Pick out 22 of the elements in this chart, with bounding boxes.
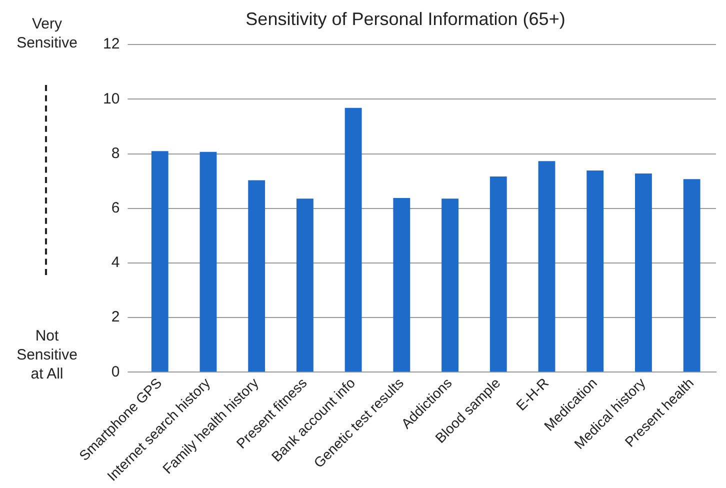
bar (200, 152, 217, 372)
text: Not Sensitive at All (16, 327, 78, 382)
bar (490, 176, 507, 372)
bar (344, 108, 362, 372)
bar (151, 151, 168, 372)
y-tick-label: 8 (111, 144, 120, 162)
bar (683, 179, 700, 372)
bar (538, 161, 556, 372)
text: Very Sensitive (16, 16, 78, 52)
y-tick-label: 6 (111, 200, 120, 217)
bar (296, 198, 314, 372)
y-tick-label: 4 (111, 254, 120, 272)
bar (442, 198, 458, 372)
chart-title: Sensitivity of Personal Information (65+) (246, 8, 566, 29)
y-tick-label: 0 (111, 363, 120, 380)
bar (248, 180, 266, 372)
y-tick-label: 10 (102, 90, 120, 108)
bar (586, 170, 604, 372)
y-tick-label: 2 (111, 308, 120, 326)
y-tick-label: 12 (102, 36, 120, 53)
bar (393, 198, 410, 372)
bar (634, 173, 652, 372)
